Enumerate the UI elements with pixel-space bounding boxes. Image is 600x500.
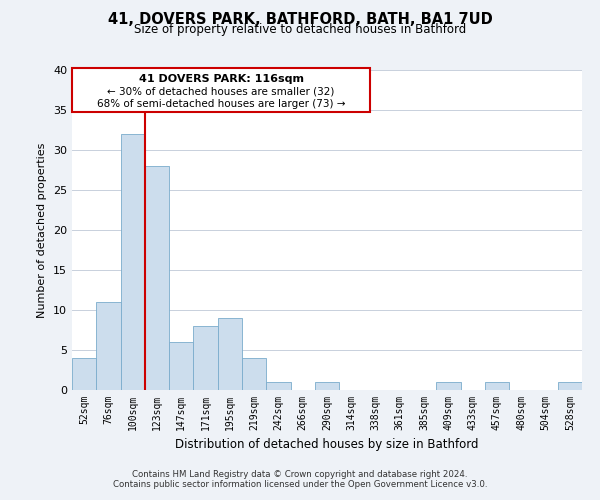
Text: 41 DOVERS PARK: 116sqm: 41 DOVERS PARK: 116sqm bbox=[139, 74, 304, 84]
Bar bbox=[315, 382, 339, 390]
Bar bbox=[436, 382, 461, 390]
Bar bbox=[558, 382, 582, 390]
X-axis label: Distribution of detached houses by size in Bathford: Distribution of detached houses by size … bbox=[175, 438, 479, 452]
Text: ← 30% of detached houses are smaller (32): ← 30% of detached houses are smaller (32… bbox=[107, 87, 335, 97]
Bar bbox=[169, 342, 193, 390]
Bar bbox=[72, 358, 96, 390]
Text: Size of property relative to detached houses in Bathford: Size of property relative to detached ho… bbox=[134, 22, 466, 36]
Y-axis label: Number of detached properties: Number of detached properties bbox=[37, 142, 47, 318]
Bar bbox=[266, 382, 290, 390]
FancyBboxPatch shape bbox=[72, 68, 370, 112]
Text: Contains HM Land Registry data © Crown copyright and database right 2024.: Contains HM Land Registry data © Crown c… bbox=[132, 470, 468, 479]
Text: Contains public sector information licensed under the Open Government Licence v3: Contains public sector information licen… bbox=[113, 480, 487, 489]
Text: 68% of semi-detached houses are larger (73) →: 68% of semi-detached houses are larger (… bbox=[97, 99, 346, 109]
Bar bbox=[242, 358, 266, 390]
Text: 41, DOVERS PARK, BATHFORD, BATH, BA1 7UD: 41, DOVERS PARK, BATHFORD, BATH, BA1 7UD bbox=[107, 12, 493, 28]
Bar bbox=[96, 302, 121, 390]
Bar bbox=[121, 134, 145, 390]
Bar bbox=[145, 166, 169, 390]
Bar bbox=[218, 318, 242, 390]
Bar bbox=[485, 382, 509, 390]
Bar bbox=[193, 326, 218, 390]
